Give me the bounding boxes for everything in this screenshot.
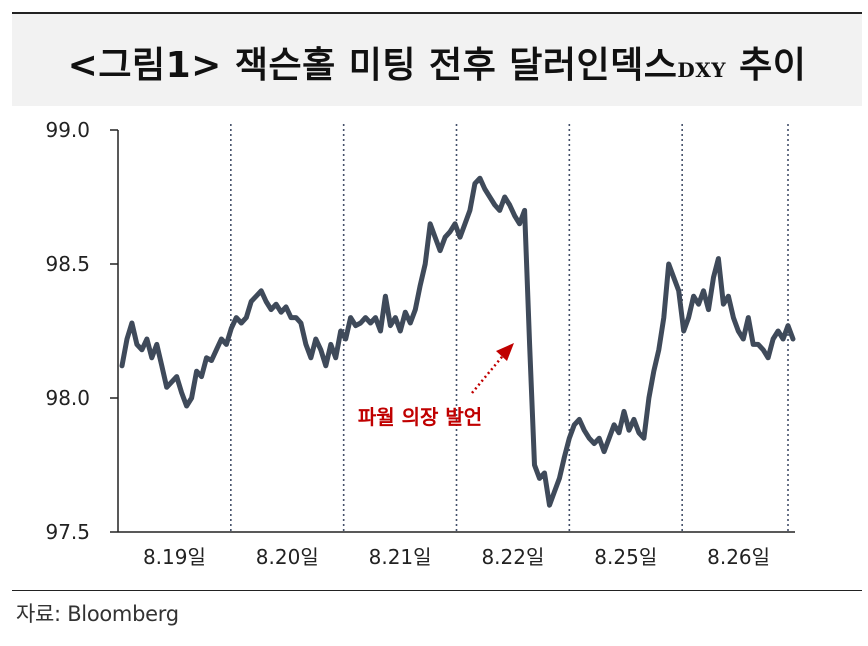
dxy-line-chart: 99.0 98.5 98.0 97.5 8.19일 8.20일 8.21일 8.22일 8.25… xyxy=(45,118,796,569)
y-tick-label: 98.5 xyxy=(45,252,90,276)
bottom-rule xyxy=(12,590,862,591)
annotation-arrowhead xyxy=(496,343,514,361)
x-tick-label: 8.20일 xyxy=(256,545,319,569)
title-main: 잭슨홀 미팅 전후 달러인덱스 xyxy=(234,45,678,86)
y-tick-label: 97.5 xyxy=(45,520,90,544)
title-bar: <그림1> 잭슨홀 미팅 전후 달러인덱스DXY 추이 xyxy=(12,12,862,106)
x-tick-label: 8.22일 xyxy=(481,545,544,569)
series-line xyxy=(119,175,796,508)
title-prefix: <그림1> xyxy=(67,45,222,86)
annotation-arrow-line xyxy=(471,351,507,394)
y-tick-label: 99.0 xyxy=(45,118,90,142)
chart-title: <그림1> 잭슨홀 미팅 전후 달러인덱스DXY 추이 xyxy=(12,36,862,88)
title-subscript: DXY xyxy=(677,58,727,82)
annotation-label: 파월 의장 발언 xyxy=(358,405,482,429)
y-tick-label: 98.0 xyxy=(45,386,90,410)
x-tick-label: 8.26일 xyxy=(707,545,770,569)
x-tick-label: 8.19일 xyxy=(143,545,206,569)
source-note: 자료: Bloomberg xyxy=(16,602,179,626)
x-tick-label: 8.25일 xyxy=(594,545,657,569)
x-tick-label: 8.21일 xyxy=(369,545,432,569)
title-suffix: 추이 xyxy=(739,45,807,86)
